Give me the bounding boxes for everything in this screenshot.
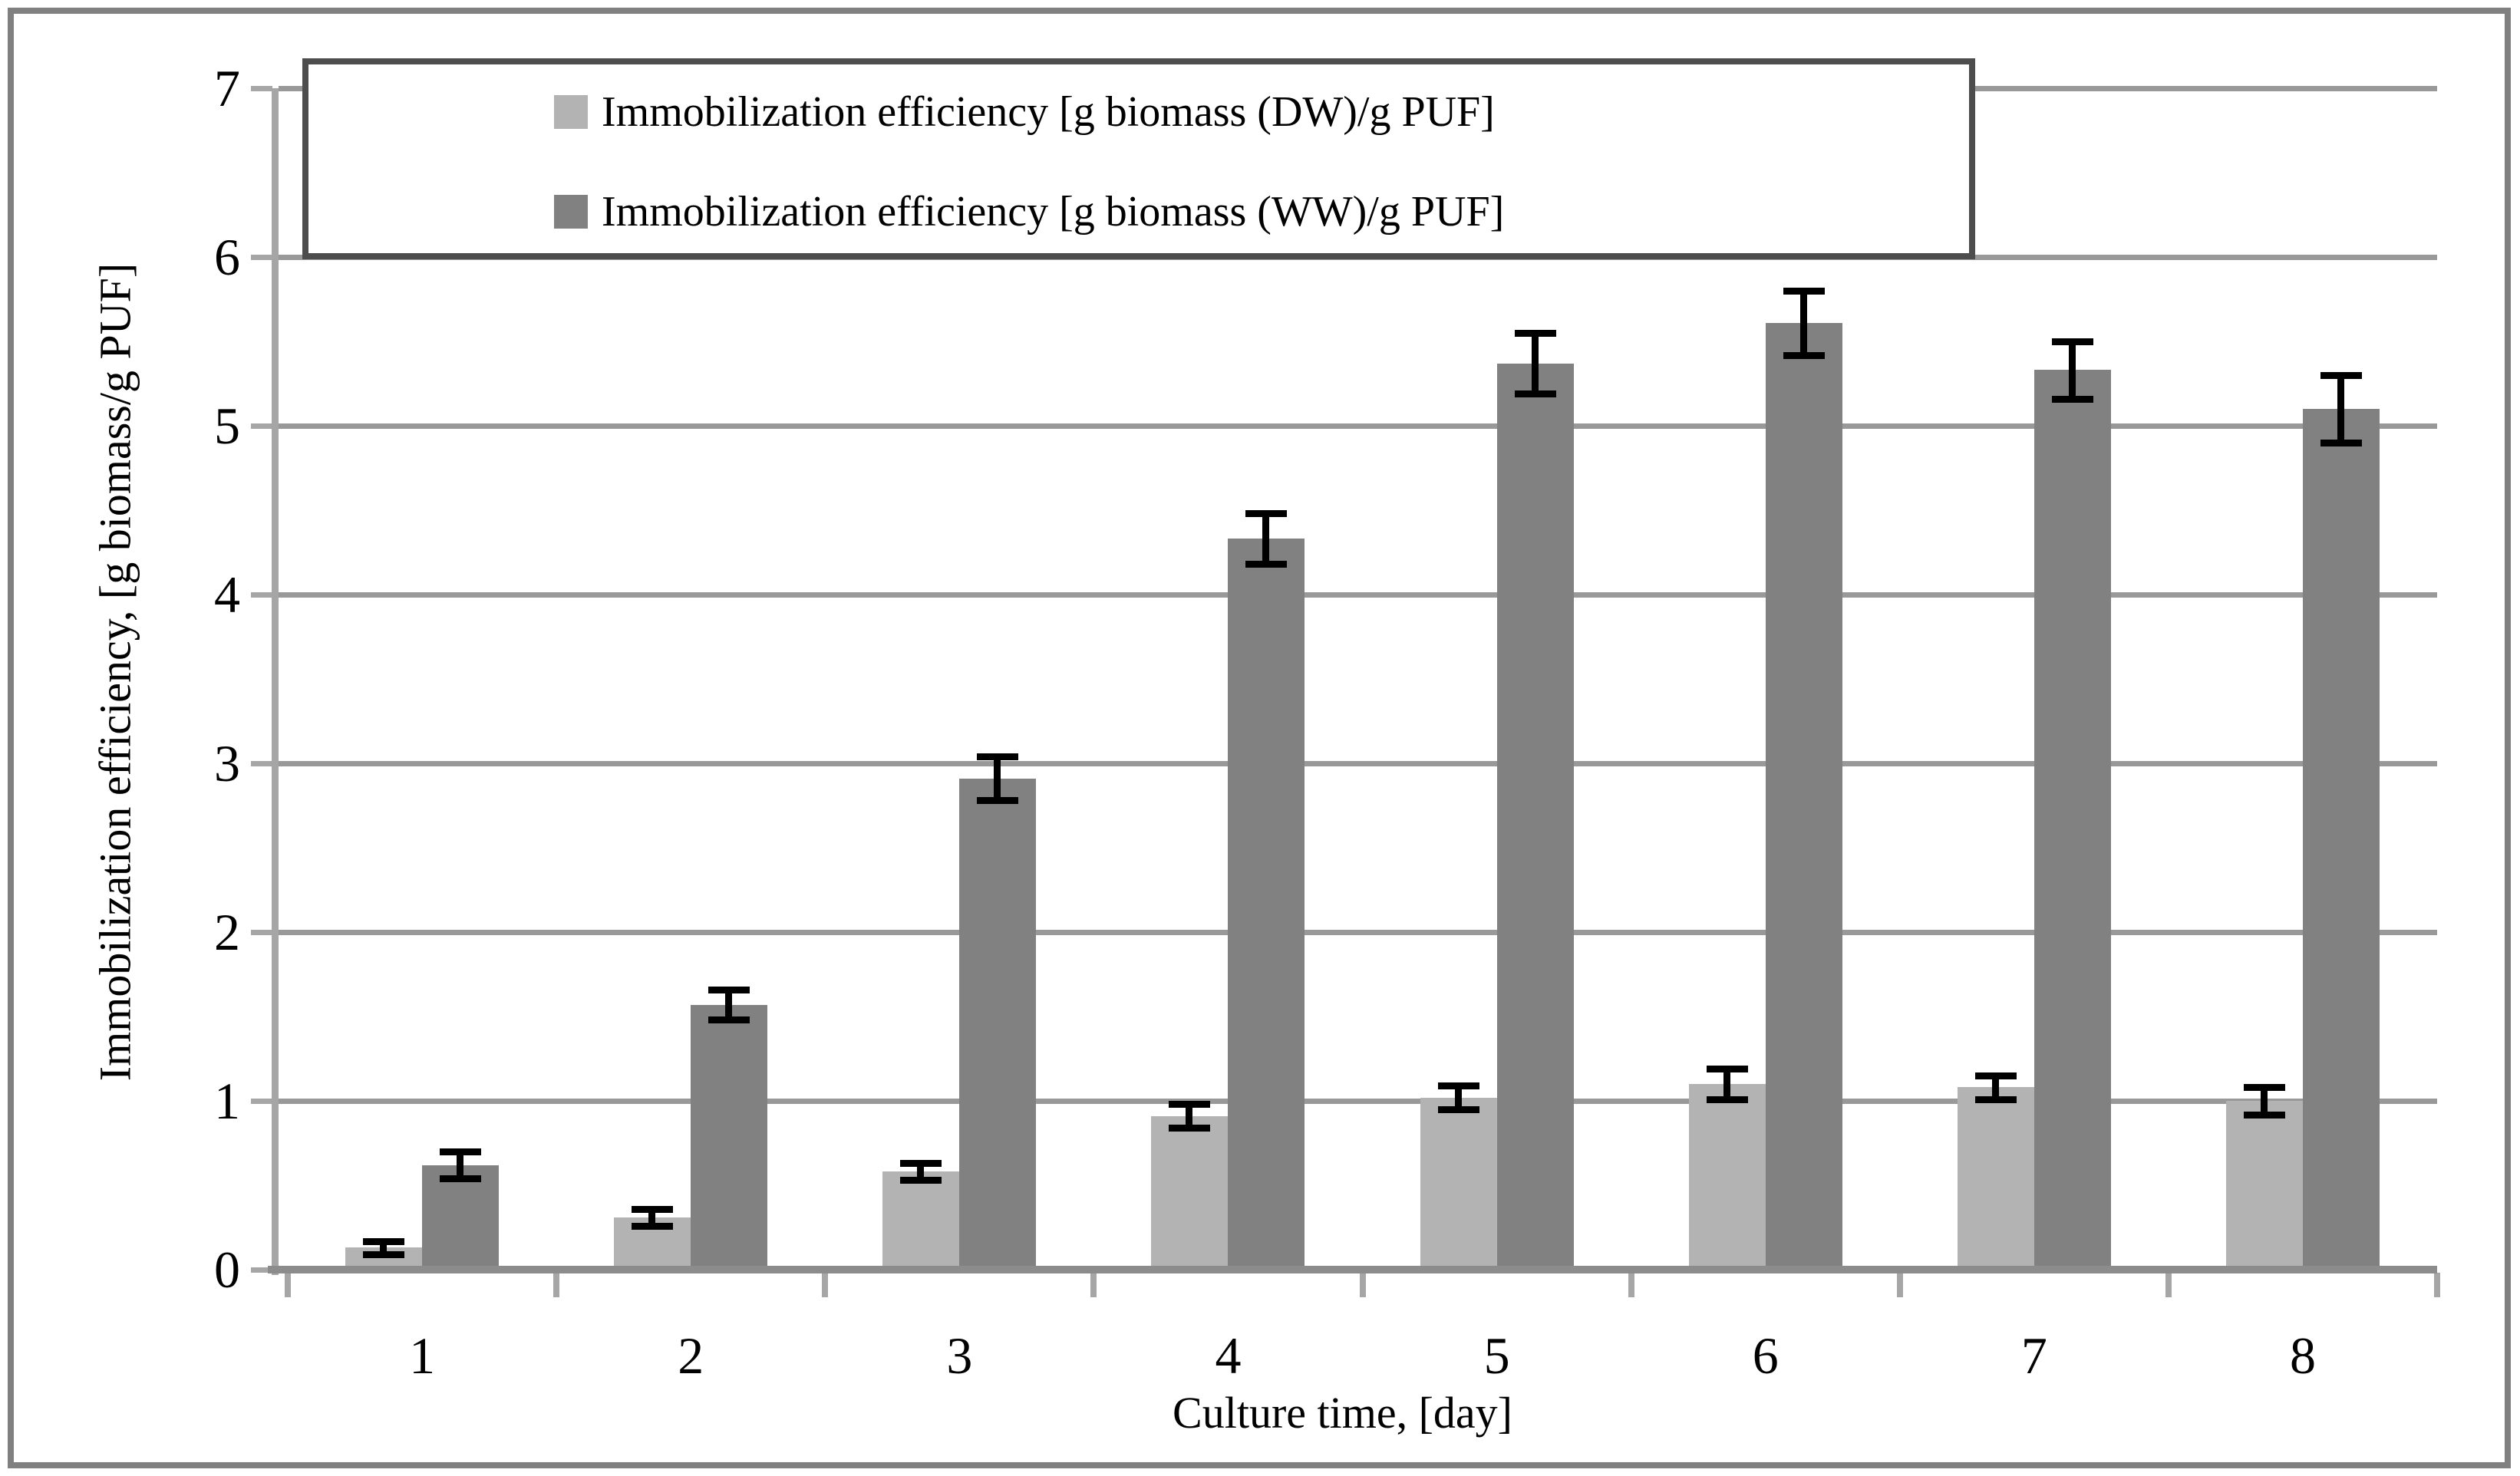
- x-tick-label: 4: [1215, 1326, 1242, 1385]
- error-bar-ww-day-7: [2051, 338, 2093, 403]
- legend-entry-ww: Immobilization efficiency [g biomass (WW…: [554, 187, 1504, 236]
- x-axis-tick: [822, 1273, 829, 1297]
- error-bar-ww-day-6: [1783, 288, 1825, 359]
- y-tick-label: 5: [214, 397, 240, 455]
- error-bar-stem: [2260, 1084, 2268, 1119]
- legend-swatch-ww-icon: [554, 195, 588, 229]
- x-axis-tick: [1896, 1273, 1903, 1297]
- x-tick-label: 6: [1752, 1326, 1779, 1385]
- legend: Immobilization efficiency [g biomass (DW…: [302, 58, 1975, 259]
- x-tick-label: 7: [2020, 1326, 2047, 1385]
- x-tick-label: 8: [2289, 1326, 2316, 1385]
- error-bar-dw-day-5: [1437, 1082, 1479, 1113]
- x-axis-tick: [2165, 1273, 2172, 1297]
- error-bar-ww-day-2: [708, 986, 750, 1024]
- error-bar-ww-day-3: [977, 753, 1019, 805]
- legend-entry-dw: Immobilization efficiency [g biomass (DW…: [554, 87, 1495, 137]
- error-bar-stem: [648, 1205, 656, 1230]
- y-axis-tick: [251, 1267, 272, 1273]
- bar-dw-day-5: [1420, 1097, 1497, 1270]
- x-axis-tick: [1628, 1273, 1634, 1297]
- error-bar-stem: [1799, 288, 1807, 359]
- x-axis-line: [268, 1266, 2437, 1273]
- gridline: [279, 1099, 2437, 1104]
- y-tick-label: 1: [214, 1072, 240, 1130]
- bar-ww-day-1: [422, 1165, 500, 1270]
- error-bar-stem: [994, 753, 1001, 805]
- x-axis-tick: [553, 1273, 560, 1297]
- x-tick-label: 3: [946, 1326, 973, 1385]
- bar-dw-day-4: [1151, 1115, 1229, 1270]
- error-bar-stem: [725, 986, 733, 1024]
- error-bar-stem: [2337, 372, 2344, 446]
- plot-area: 0 1 2 3 4 5 6 7 1 2 3 4 5 6 7 8: [214, 62, 2440, 1382]
- error-bar-ww-day-8: [2320, 372, 2362, 446]
- error-bar-stem: [1262, 510, 1270, 568]
- y-tick-label: 0: [214, 1240, 240, 1299]
- bar-ww-day-6: [1765, 322, 1842, 1270]
- gridline: [279, 423, 2437, 429]
- error-bar-dw-day-7: [1974, 1072, 2017, 1103]
- y-tick-label: 4: [214, 565, 240, 624]
- x-tick-label: 1: [409, 1326, 436, 1385]
- y-axis-title: Immobilization efficiency, [g biomass/g …: [90, 262, 140, 1082]
- bar-dw-day-7: [1957, 1087, 2034, 1270]
- y-tick-label: 2: [214, 903, 240, 961]
- error-bar-dw-day-8: [2243, 1084, 2285, 1119]
- gridline: [279, 592, 2437, 598]
- x-axis-tick: [1090, 1273, 1097, 1297]
- bar-dw-day-8: [2225, 1101, 2303, 1270]
- error-bar-ww-day-1: [440, 1148, 482, 1183]
- error-bar-stem: [917, 1160, 925, 1184]
- error-bar-ww-day-4: [1245, 510, 1288, 568]
- y-axis-tick: [251, 930, 272, 935]
- error-bar-dw-day-6: [1706, 1066, 1748, 1103]
- error-bar-stem: [1454, 1082, 1462, 1113]
- x-axis-tick: [2434, 1273, 2440, 1297]
- error-bar-dw-day-2: [632, 1205, 674, 1230]
- y-axis-tick: [251, 423, 272, 429]
- error-bar-stem: [457, 1148, 464, 1183]
- y-tick-label: 6: [214, 228, 240, 286]
- x-tick-label: 5: [1483, 1326, 1510, 1385]
- y-tick-label: 3: [214, 734, 240, 792]
- y-axis-tick: [251, 86, 272, 91]
- bar-ww-day-3: [959, 778, 1037, 1270]
- y-axis-line: [272, 88, 279, 1275]
- legend-label-dw: Immobilization efficiency [g biomass (DW…: [602, 88, 1495, 136]
- x-axis-tick: [1359, 1273, 1366, 1297]
- error-bar-stem: [1991, 1072, 1999, 1103]
- legend-label-ww: Immobilization efficiency [g biomass (WW…: [602, 188, 1505, 236]
- error-bar-stem: [380, 1237, 388, 1259]
- gridline: [279, 930, 2437, 935]
- bar-dw-day-3: [882, 1171, 960, 1270]
- x-tick-label: 2: [678, 1326, 704, 1385]
- figure-frame: 0 1 2 3 4 5 6 7 1 2 3 4 5 6 7 8 Immobilization efficien…: [8, 8, 2511, 1468]
- error-bar-stem: [1723, 1066, 1730, 1103]
- error-bar-stem: [2068, 338, 2076, 403]
- error-bar-dw-day-4: [1169, 1101, 1211, 1132]
- bar-ww-day-2: [691, 1004, 768, 1270]
- gridline: [279, 761, 2437, 766]
- y-tick-label: 7: [214, 59, 240, 117]
- error-bar-stem: [1531, 330, 1539, 398]
- bar-ww-day-7: [2033, 370, 2111, 1270]
- y-axis-tick: [251, 592, 272, 598]
- error-bar-ww-day-5: [1514, 330, 1556, 398]
- bar-ww-day-4: [1228, 539, 1305, 1270]
- bar-dw-day-6: [1688, 1084, 1766, 1270]
- x-axis-tick: [285, 1273, 291, 1297]
- x-axis-title: Culture time, [day]: [1173, 1388, 1512, 1438]
- legend-swatch-dw-icon: [554, 95, 588, 129]
- bar-ww-day-5: [1496, 363, 1574, 1270]
- error-bar-dw-day-1: [363, 1237, 405, 1259]
- y-axis-tick: [251, 761, 272, 766]
- bar-ww-day-8: [2302, 409, 2380, 1270]
- y-axis-tick: [251, 255, 272, 260]
- error-bar-dw-day-3: [900, 1160, 942, 1184]
- error-bar-stem: [1186, 1101, 1193, 1132]
- y-axis-tick: [251, 1099, 272, 1104]
